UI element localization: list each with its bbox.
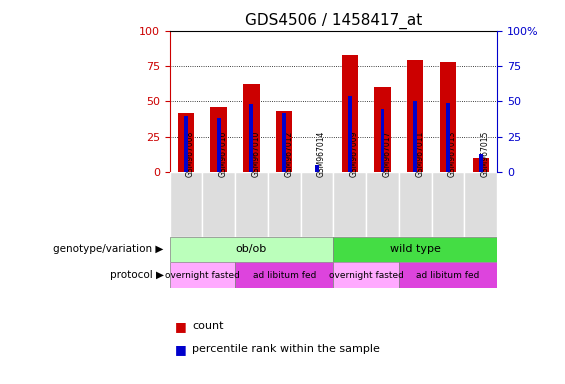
FancyBboxPatch shape (399, 262, 497, 288)
FancyBboxPatch shape (333, 237, 497, 262)
Bar (381, 109, 384, 172)
Text: GSM967014: GSM967014 (317, 131, 326, 177)
Bar (341, 55, 358, 172)
Text: count: count (192, 321, 224, 331)
Text: overnight fasted: overnight fasted (329, 271, 403, 280)
Text: GSM967017: GSM967017 (383, 131, 392, 177)
Bar (440, 62, 457, 172)
Text: ob/ob: ob/ob (236, 244, 267, 255)
Text: GSM967009: GSM967009 (350, 131, 359, 177)
Text: protocol ▶: protocol ▶ (110, 270, 164, 280)
Text: percentile rank within the sample: percentile rank within the sample (192, 344, 380, 354)
Text: ■: ■ (175, 320, 187, 333)
Bar (446, 103, 450, 172)
Text: GSM967008: GSM967008 (186, 131, 195, 177)
FancyBboxPatch shape (301, 172, 333, 237)
Bar (184, 116, 188, 172)
Bar (282, 113, 286, 172)
FancyBboxPatch shape (202, 172, 235, 237)
FancyBboxPatch shape (366, 172, 399, 237)
FancyBboxPatch shape (333, 262, 399, 288)
Text: ■: ■ (175, 343, 187, 356)
FancyBboxPatch shape (170, 262, 235, 288)
Bar (243, 84, 260, 172)
FancyBboxPatch shape (333, 172, 366, 237)
Bar (407, 60, 424, 172)
Text: genotype/variation ▶: genotype/variation ▶ (54, 244, 164, 255)
Bar (374, 87, 391, 172)
Bar (217, 118, 220, 172)
FancyBboxPatch shape (399, 172, 432, 237)
FancyBboxPatch shape (235, 262, 333, 288)
Text: overnight fasted: overnight fasted (165, 271, 240, 280)
Text: GSM967016: GSM967016 (219, 131, 228, 177)
Bar (472, 158, 489, 172)
Bar (348, 96, 351, 172)
Text: GSM967015: GSM967015 (481, 131, 490, 177)
Text: GSM967011: GSM967011 (415, 131, 424, 177)
FancyBboxPatch shape (464, 172, 497, 237)
Text: ad libitum fed: ad libitum fed (253, 271, 316, 280)
Bar (250, 104, 253, 172)
Bar (276, 111, 293, 172)
Bar (414, 101, 417, 172)
FancyBboxPatch shape (268, 172, 301, 237)
Text: GSM967012: GSM967012 (284, 131, 293, 177)
Text: GSM967010: GSM967010 (251, 131, 260, 177)
Text: GSM967013: GSM967013 (448, 131, 457, 177)
Title: GDS4506 / 1458417_at: GDS4506 / 1458417_at (245, 13, 422, 29)
FancyBboxPatch shape (170, 237, 333, 262)
FancyBboxPatch shape (170, 172, 202, 237)
Bar (315, 165, 319, 172)
Bar (177, 113, 194, 172)
Text: ad libitum fed: ad libitum fed (416, 271, 480, 280)
Bar (479, 154, 483, 172)
Text: wild type: wild type (390, 244, 441, 255)
FancyBboxPatch shape (432, 172, 464, 237)
FancyBboxPatch shape (235, 172, 268, 237)
Bar (210, 107, 227, 172)
